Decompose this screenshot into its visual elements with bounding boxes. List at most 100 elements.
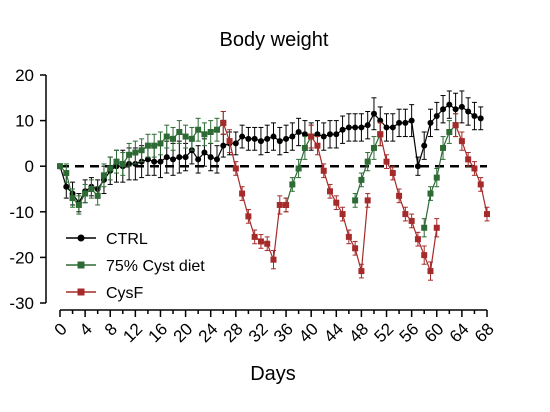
data-point	[213, 156, 220, 163]
series-cysf	[220, 110, 490, 281]
data-point	[239, 133, 246, 140]
data-point	[345, 233, 352, 240]
data-point	[471, 165, 478, 172]
data-point	[295, 129, 302, 135]
x-tick-label: 36	[270, 319, 297, 346]
x-tick-label: 48	[345, 319, 372, 346]
data-point	[289, 133, 296, 140]
data-point	[251, 135, 258, 142]
x-axis-label: Days	[250, 363, 296, 385]
legend-marker	[77, 261, 85, 269]
data-point	[370, 110, 377, 117]
data-point	[327, 188, 334, 195]
data-point	[163, 133, 170, 140]
x-tick-label: 20	[170, 319, 197, 346]
data-point	[465, 108, 472, 115]
data-point	[421, 224, 428, 231]
data-point	[452, 122, 459, 129]
x-tick-label: 52	[371, 319, 398, 346]
data-point	[289, 181, 296, 188]
y-tick-label: -10	[9, 203, 34, 222]
x-tick-label: 12	[119, 319, 146, 346]
data-point	[314, 131, 321, 138]
data-point	[176, 129, 183, 135]
data-point	[458, 103, 465, 110]
data-point	[484, 211, 490, 218]
data-point	[408, 217, 415, 224]
data-point	[427, 268, 434, 275]
x-tick-label: 60	[421, 319, 448, 346]
data-point	[345, 124, 352, 131]
data-point	[421, 142, 428, 149]
data-point	[465, 156, 472, 163]
data-point	[144, 142, 151, 149]
data-point	[301, 131, 308, 138]
x-tick-label: 16	[144, 319, 171, 346]
data-point	[396, 192, 403, 199]
data-point	[377, 117, 384, 124]
data-point	[107, 165, 114, 172]
data-point	[63, 183, 70, 190]
data-point	[276, 138, 283, 145]
data-point	[477, 115, 484, 122]
data-point	[270, 256, 277, 263]
data-point	[421, 252, 428, 259]
y-tick-label: 20	[15, 66, 34, 85]
data-point	[257, 138, 264, 145]
series-cyst-diet	[57, 110, 459, 238]
y-axis: 20 10 0 -10 -20 -30	[9, 66, 47, 313]
series-line	[423, 124, 457, 228]
data-point	[283, 135, 290, 142]
data-point	[440, 144, 447, 151]
data-point	[408, 117, 415, 124]
data-point	[245, 135, 252, 142]
data-point	[94, 192, 101, 199]
data-point	[182, 133, 189, 140]
data-point	[414, 163, 421, 170]
data-point	[188, 135, 195, 142]
data-point	[245, 213, 252, 220]
legend-marker	[77, 234, 85, 242]
plot-area	[57, 90, 490, 281]
data-point	[213, 126, 220, 133]
data-point	[195, 156, 202, 163]
data-point	[383, 124, 390, 131]
x-tick-label: 56	[396, 319, 423, 346]
chart-title: Body weight	[220, 29, 329, 51]
data-point	[201, 131, 208, 138]
data-point	[327, 131, 334, 138]
x-tick-label: 64	[446, 319, 473, 346]
data-point	[358, 124, 365, 131]
data-point	[57, 163, 63, 170]
data-point	[88, 186, 95, 192]
series-ctrl	[57, 90, 484, 213]
data-point	[157, 140, 164, 147]
data-point	[308, 133, 315, 140]
data-point	[427, 190, 434, 197]
data-point	[182, 154, 189, 161]
series-line	[310, 136, 369, 272]
data-point	[220, 142, 227, 149]
data-point	[377, 131, 384, 138]
legend-label: 75% Cyst diet	[106, 258, 205, 275]
data-point	[383, 158, 390, 165]
data-point	[220, 119, 227, 126]
data-point	[364, 158, 371, 165]
legend-item-cysf: CysF	[66, 285, 144, 302]
data-point	[264, 135, 271, 142]
data-point	[82, 190, 89, 197]
data-point	[433, 174, 440, 181]
data-point	[201, 149, 208, 156]
data-point	[63, 170, 70, 177]
data-point	[163, 154, 170, 161]
data-point	[113, 158, 120, 165]
data-point	[446, 101, 453, 108]
data-point	[414, 236, 421, 243]
data-point	[270, 133, 277, 140]
data-point	[389, 170, 396, 177]
data-point	[75, 201, 82, 208]
data-point	[352, 124, 359, 131]
x-tick-label: 28	[220, 319, 247, 346]
